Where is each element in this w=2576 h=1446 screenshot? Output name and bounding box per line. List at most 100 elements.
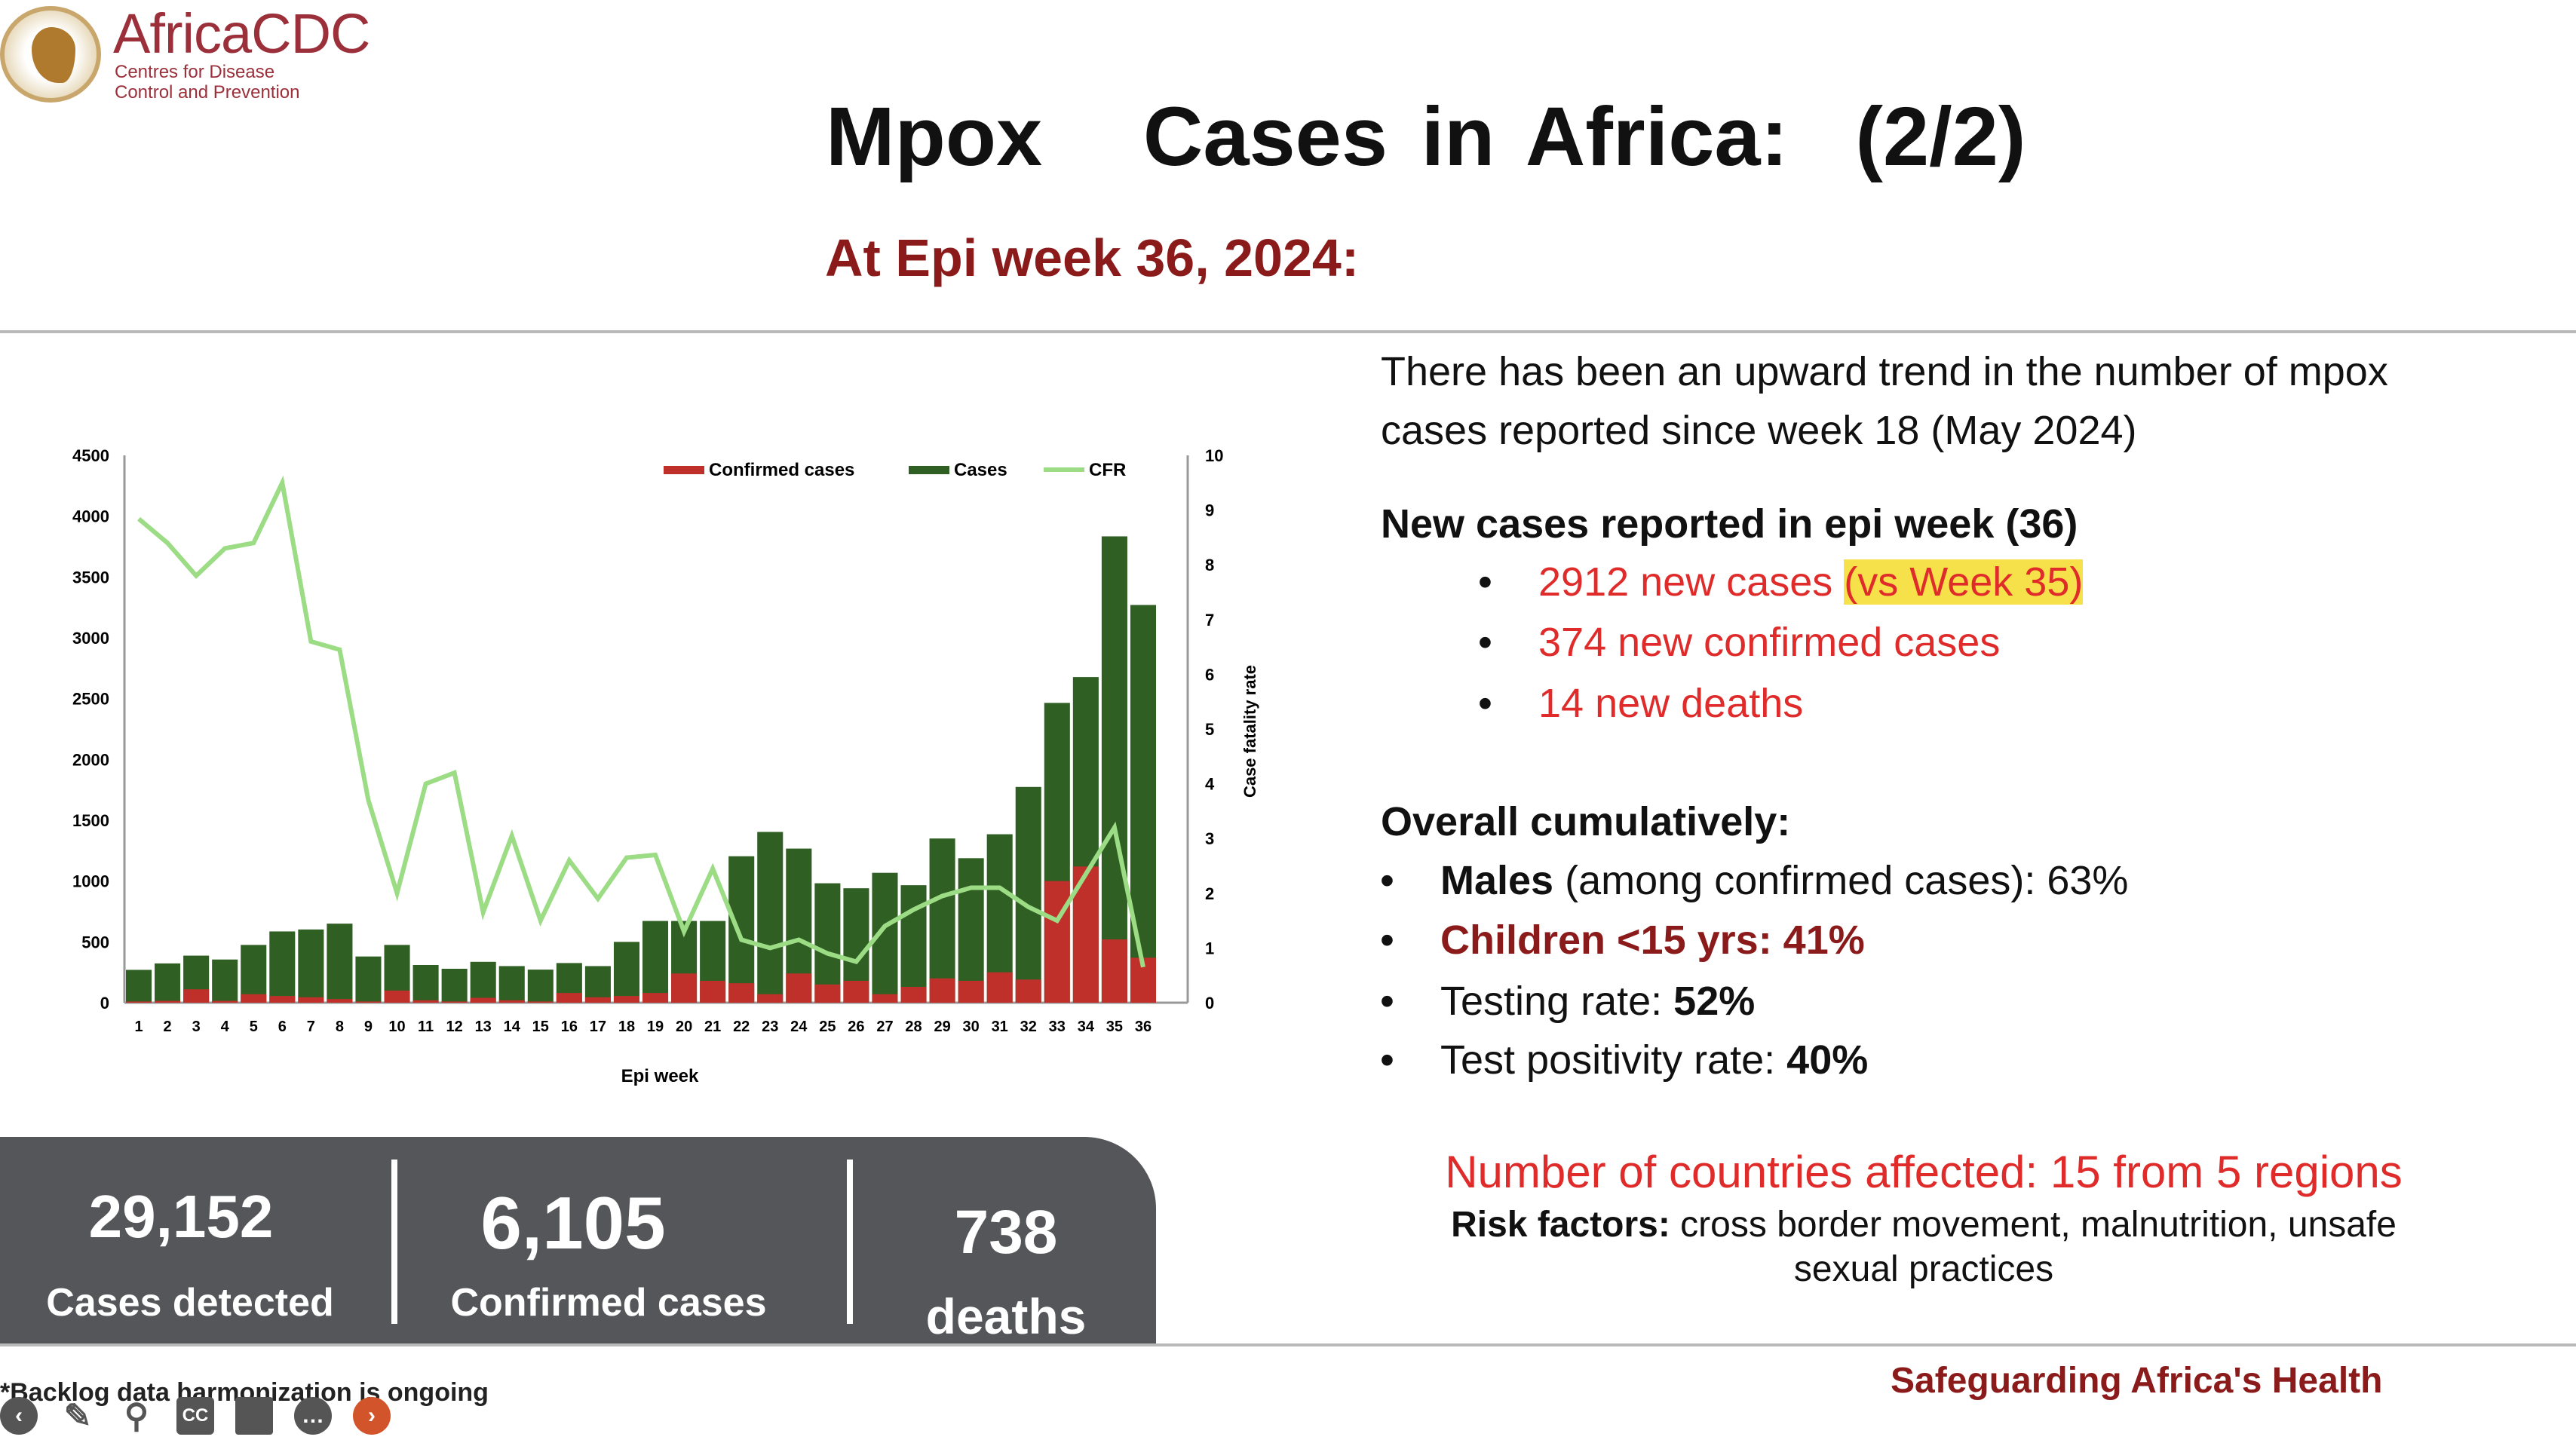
x-tick-label: 16 [561, 1019, 578, 1035]
stat-confirmed-value: 6,105 [480, 1181, 666, 1264]
confirmed-bar [498, 1000, 525, 1003]
stat-divider [391, 1160, 397, 1324]
confirmed-bar [843, 980, 869, 1003]
slide-title: Mpox Cases in Africa: (2/2) [826, 90, 2026, 183]
x-tick-label: 29 [934, 1019, 950, 1035]
y2-tick-label: 0 [1205, 994, 1214, 1013]
stat-confirmed-label: Confirmed cases [450, 1281, 767, 1325]
confirmed-bar [241, 994, 267, 1003]
pen-icon[interactable]: ✎ [63, 1397, 92, 1435]
x-tick-label: 2 [164, 1019, 172, 1035]
risk-factors: Risk factors: cross border movement, mal… [1451, 1205, 2397, 1245]
y2-tick-label: 7 [1205, 611, 1214, 630]
y2-tick-label: 1 [1205, 939, 1214, 957]
risk-factors-line2: sexual practices [1793, 1249, 2054, 1289]
cases-bar [814, 883, 841, 1003]
stat-deaths-value: 738 [954, 1198, 1058, 1267]
cc-icon[interactable]: CC [176, 1397, 214, 1435]
back-icon[interactable]: ‹ [0, 1397, 38, 1435]
confirmed-bar [556, 993, 582, 1003]
x-tick-label: 24 [790, 1019, 808, 1035]
screen-icon[interactable] [235, 1397, 273, 1435]
cases-bar [613, 942, 639, 1003]
bullet: • [1380, 858, 1394, 903]
cases-bar [269, 931, 296, 1003]
confirmed-bar [269, 996, 296, 1003]
cases-bar [728, 856, 755, 1003]
x-tick-label: 28 [905, 1019, 922, 1035]
x-tick-label: 34 [1078, 1019, 1095, 1035]
x-tick-label: 6 [278, 1019, 287, 1035]
x-tick-label: 22 [733, 1019, 750, 1035]
y-tick-label: 1000 [72, 872, 109, 891]
y2-tick-label: 10 [1205, 446, 1223, 465]
confirmed-bar [929, 978, 955, 1003]
confirmed-bar [412, 1000, 439, 1003]
confirmed-bar [155, 1000, 181, 1003]
confirmed-bar [872, 994, 898, 1003]
stats-panel: 29,152 Cases detected 6,105 Confirmed ca… [0, 1137, 1156, 1345]
confirmed-bar [584, 997, 611, 1003]
x-tick-label: 26 [848, 1019, 864, 1035]
x-tick-label: 3 [192, 1019, 201, 1035]
y-tick-label: 2000 [72, 750, 109, 769]
confirmed-bar [613, 996, 639, 1003]
cases-bar [412, 964, 439, 1003]
x-axis-title: Epi week [621, 1066, 699, 1086]
confirmed-bar [470, 997, 496, 1003]
y2-axis-title: Case fatality rate [1240, 665, 1259, 798]
y-tick-label: 3000 [72, 629, 109, 648]
confirmed-bar [671, 973, 698, 1003]
confirmed-bar [757, 994, 784, 1003]
next-icon[interactable]: › [353, 1397, 391, 1435]
children-item: Children <15 yrs: 41% [1440, 918, 1865, 963]
trend-line-1: There has been an upward trend in the nu… [1381, 349, 2388, 394]
confirmed-bar [212, 1000, 238, 1003]
cases-bar [958, 858, 984, 1003]
cases-bar [1130, 605, 1156, 1003]
y2-tick-label: 2 [1205, 884, 1214, 903]
confirmed-bar [327, 999, 353, 1003]
x-tick-label: 17 [590, 1019, 606, 1035]
legend-swatch [664, 466, 704, 474]
legend-label: CFR [1089, 460, 1126, 480]
cases-bar [126, 970, 152, 1003]
x-tick-label: 30 [963, 1019, 980, 1035]
cases-bar [1101, 536, 1127, 1003]
confirmed-bar [1015, 979, 1041, 1003]
x-tick-label: 12 [446, 1019, 463, 1035]
cases-bar [498, 966, 525, 1003]
new-confirmed-item: 374 new confirmed cases [1538, 620, 2001, 665]
cumulative-heading: Overall cumulatively: [1381, 799, 1791, 844]
positivity-item: Test positivity rate: 40% [1440, 1037, 1869, 1083]
more-icon[interactable]: … [294, 1397, 332, 1435]
legend-label: Confirmed cases [709, 460, 854, 480]
x-tick-label: 18 [618, 1019, 635, 1035]
y2-tick-label: 8 [1205, 556, 1214, 574]
cases-bar [155, 963, 181, 1003]
new-cases-item: 2912 new cases (vs Week 35) [1538, 559, 2084, 605]
footer-tagline: Safeguarding Africa's Health [1891, 1361, 2383, 1401]
confirmed-bar [384, 990, 410, 1003]
bullet: • [1478, 620, 1492, 665]
confirmed-bar [527, 1001, 554, 1003]
zoom-icon[interactable]: ⚲ [124, 1397, 149, 1435]
confirmed-bar [700, 980, 726, 1003]
x-tick-label: 5 [250, 1019, 258, 1035]
y2-tick-label: 5 [1205, 720, 1214, 739]
cases-bar [642, 921, 669, 1003]
confirmed-bar [298, 997, 324, 1003]
stat-deaths-label: deaths [925, 1288, 1087, 1344]
cases-bar [327, 924, 353, 1003]
x-tick-label: 27 [876, 1019, 893, 1035]
y-tick-label: 2500 [72, 690, 109, 709]
x-tick-label: 36 [1135, 1019, 1152, 1035]
presentation-toolbar: ‹ ✎ ⚲ CC … › [0, 1393, 391, 1438]
x-tick-label: 13 [475, 1019, 492, 1035]
x-tick-label: 31 [992, 1019, 1008, 1035]
x-tick-label: 35 [1106, 1019, 1123, 1035]
cases-bar [757, 832, 784, 1003]
x-tick-label: 10 [388, 1019, 405, 1035]
x-tick-label: 23 [762, 1019, 778, 1035]
y2-tick-label: 9 [1205, 501, 1214, 520]
